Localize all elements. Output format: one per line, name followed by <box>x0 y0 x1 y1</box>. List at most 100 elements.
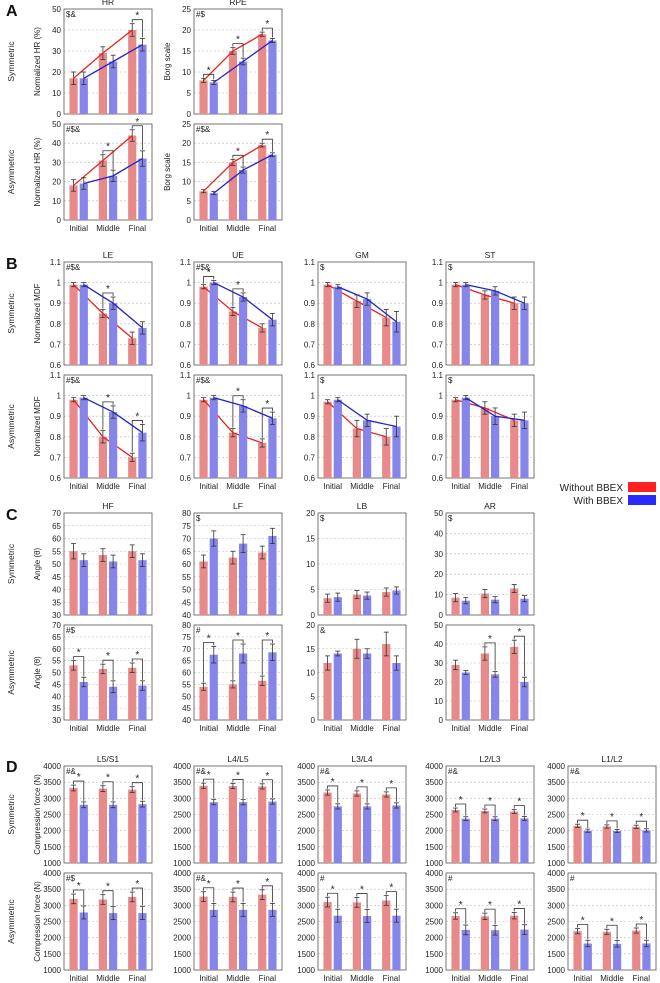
bar <box>199 286 208 365</box>
bar <box>333 915 342 970</box>
significance-bracket <box>261 138 273 152</box>
bar <box>510 588 519 615</box>
y-tick-label: 55 <box>52 657 61 666</box>
y-tick-label: 40 <box>182 716 191 725</box>
significance-bracket <box>455 803 467 816</box>
x-tick-label: Final <box>259 224 277 233</box>
bar <box>239 297 248 365</box>
significance-bracket <box>327 785 339 803</box>
x-tick-label: Initial <box>199 974 218 983</box>
y-tick-label: 3000 <box>425 901 443 910</box>
row-label: Asymmetric <box>6 650 16 695</box>
bar <box>268 801 277 863</box>
bar <box>239 909 248 970</box>
y-tick-label: 30 <box>52 158 61 167</box>
bar <box>268 535 277 615</box>
significance-star: * <box>360 885 364 896</box>
y-tick-label: 1500 <box>43 843 61 852</box>
bar <box>258 442 267 478</box>
y-tick-label: 3000 <box>297 794 315 803</box>
y-tick-label: 1.1 <box>180 371 192 380</box>
y-tick-label: 2000 <box>173 934 191 943</box>
bar <box>258 552 267 615</box>
y-tick-label: 1500 <box>425 843 443 852</box>
plot-frame <box>193 624 283 721</box>
significance-bracket <box>102 401 114 430</box>
bar <box>520 598 529 615</box>
plot-frame <box>567 872 657 971</box>
legend-swatch <box>628 482 656 492</box>
y-tick-label: 3500 <box>43 885 61 894</box>
x-tick-label: Initial <box>451 724 470 733</box>
y-tick-label: 0.7 <box>304 340 316 349</box>
bar <box>491 416 500 478</box>
bar <box>520 303 529 365</box>
significance-star: * <box>610 916 614 927</box>
bar <box>109 686 118 720</box>
bar <box>352 902 361 970</box>
significance-star: * <box>207 268 211 279</box>
plot-frame <box>317 261 407 366</box>
significance-star: * <box>106 284 110 295</box>
y-tick-label: 1 <box>311 279 316 288</box>
row-label: Symmetric <box>6 794 16 835</box>
y-tick-label: 1.1 <box>180 258 192 267</box>
y-tick-label: 3000 <box>547 901 565 910</box>
y-tick-label: 0.8 <box>180 320 192 329</box>
y-tick-label: 0.6 <box>50 474 62 483</box>
significance-mark: #& <box>196 767 206 776</box>
y-tick-label: 2000 <box>43 934 61 943</box>
y-tick-label: 3500 <box>547 778 565 787</box>
y-tick-label: 50 <box>182 692 191 701</box>
trend-line <box>203 144 263 192</box>
significance-bracket <box>102 781 114 801</box>
x-tick-label: Middle <box>226 224 250 233</box>
y-tick-label: 4000 <box>297 762 315 771</box>
bar <box>363 916 372 970</box>
x-tick-label: Middle <box>96 974 120 983</box>
bar <box>392 663 401 720</box>
bar <box>109 303 118 365</box>
y-tick-label: 4000 <box>425 762 443 771</box>
x-tick-label: Final <box>511 482 529 491</box>
bar <box>480 407 489 478</box>
bar <box>268 154 277 220</box>
y-tick-label: 0 <box>57 216 62 225</box>
significance-star: * <box>106 773 110 784</box>
significance-star: * <box>207 770 211 781</box>
x-tick-label: Middle <box>478 974 502 983</box>
x-tick-label: Final <box>633 974 651 983</box>
plot-frame <box>63 624 153 721</box>
bar <box>573 825 582 863</box>
bar <box>333 806 342 863</box>
y-tick-label: 20 <box>434 570 443 579</box>
bar <box>98 899 107 970</box>
bar <box>109 175 118 220</box>
significance-bracket <box>102 659 114 680</box>
y-tick-label: 0.8 <box>180 433 192 442</box>
bar <box>333 597 342 615</box>
significance-mark: #& <box>196 874 206 883</box>
bar <box>323 401 332 478</box>
plot-frame <box>445 261 535 366</box>
significance-bracket <box>232 779 244 799</box>
bar <box>98 555 107 615</box>
y-tick-label: 4000 <box>43 869 61 878</box>
y-tick-label: 2500 <box>425 811 443 820</box>
significance-bracket <box>131 658 143 680</box>
bar <box>98 160 107 220</box>
y-tick-label: 2500 <box>547 811 565 820</box>
section-letter: C <box>6 507 18 524</box>
significance-mark: $ <box>320 263 325 272</box>
bar <box>573 931 582 970</box>
significance-bracket <box>102 150 114 170</box>
y-tick-label: 20 <box>306 621 315 630</box>
plot-frame <box>567 765 657 864</box>
significance-star: * <box>77 772 81 783</box>
plot-frame <box>317 765 407 864</box>
y-tick-label: 35 <box>52 598 61 607</box>
y-tick-label: 1 <box>187 279 192 288</box>
trend-line <box>337 399 397 428</box>
bar <box>128 457 137 478</box>
